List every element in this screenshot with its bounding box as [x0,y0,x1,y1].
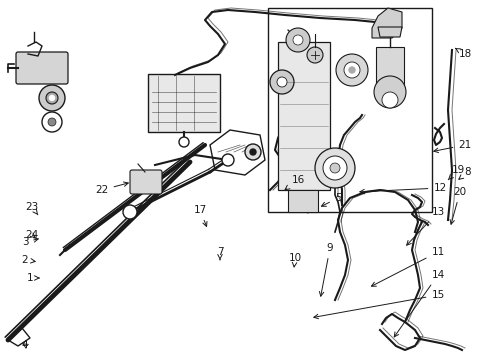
Text: 17: 17 [194,205,207,226]
Circle shape [250,149,256,155]
Text: 1: 1 [26,273,39,283]
Text: 13: 13 [407,207,444,245]
Bar [288,190,318,212]
Text: 4: 4 [22,340,28,350]
Text: 12: 12 [360,183,446,194]
Bar [148,74,220,132]
Circle shape [382,92,398,108]
Text: 10: 10 [289,253,301,267]
Text: 18: 18 [456,48,472,59]
Circle shape [344,62,360,78]
Circle shape [42,112,62,132]
Text: 19: 19 [448,165,465,180]
Circle shape [49,95,54,100]
Circle shape [245,144,261,160]
Text: 15: 15 [314,290,444,319]
Text: 22: 22 [96,182,128,195]
Circle shape [46,92,58,104]
Polygon shape [372,8,402,38]
Circle shape [349,67,355,73]
Text: 14: 14 [394,270,444,337]
Text: 11: 11 [371,247,444,286]
Text: 2: 2 [22,255,35,265]
Text: 24: 24 [25,230,39,240]
Text: 8: 8 [459,167,471,179]
Text: 7: 7 [217,247,223,260]
Text: 6: 6 [299,205,312,215]
Circle shape [277,77,287,87]
Circle shape [222,154,234,166]
Text: 5: 5 [321,193,342,206]
Bar [376,47,404,92]
Bar [278,42,330,190]
Circle shape [336,54,368,86]
Text: 16: 16 [285,175,305,190]
Circle shape [315,148,355,188]
Text: 20: 20 [450,187,466,224]
Text: 9: 9 [319,243,333,296]
Text: 3: 3 [22,237,38,247]
Circle shape [330,163,340,173]
Text: 23: 23 [25,202,39,215]
Text: 21: 21 [434,140,472,153]
FancyBboxPatch shape [16,52,68,84]
Circle shape [123,205,137,219]
Circle shape [286,28,310,52]
Bar [268,8,432,212]
Circle shape [293,35,303,45]
FancyBboxPatch shape [130,170,162,194]
Circle shape [39,85,65,111]
Circle shape [270,70,294,94]
Polygon shape [378,27,402,37]
Circle shape [307,47,323,63]
Circle shape [48,118,56,126]
Circle shape [323,156,347,180]
Circle shape [374,76,406,108]
Circle shape [179,137,189,147]
